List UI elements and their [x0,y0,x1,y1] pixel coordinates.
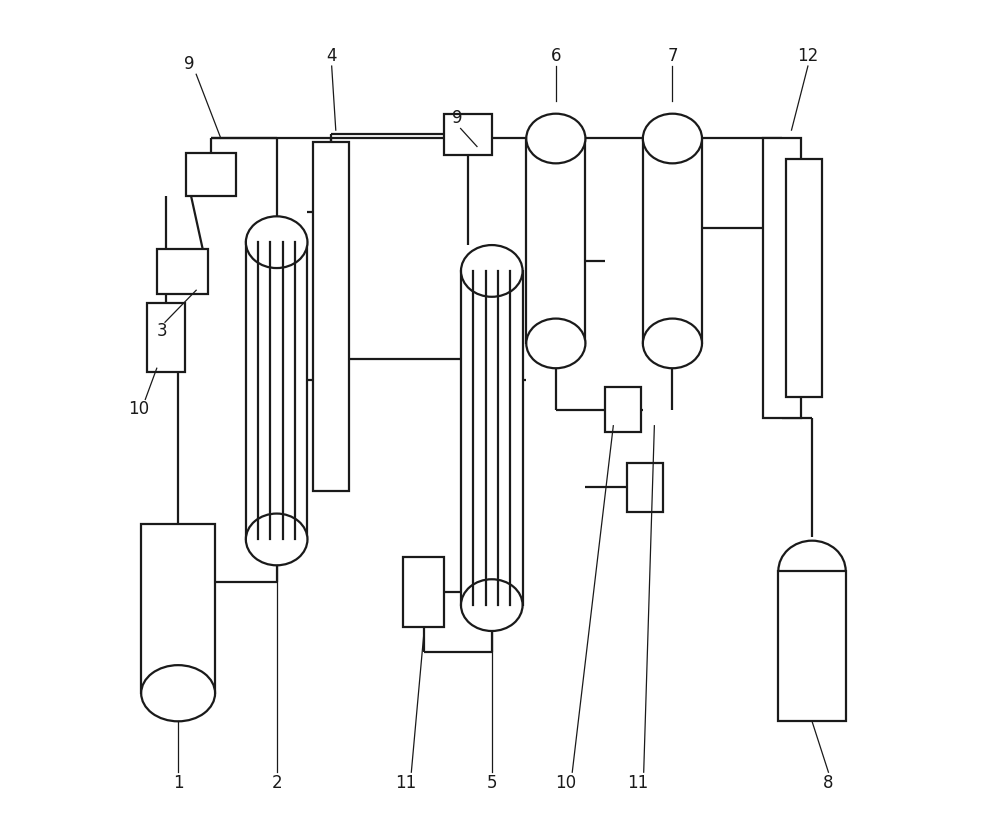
Bar [141,524,215,693]
Text: 6: 6 [551,48,561,65]
Bar [147,302,185,372]
Bar [605,387,641,433]
Bar [643,139,702,343]
Text: 7: 7 [667,48,678,65]
Bar [786,159,822,397]
Text: 9: 9 [452,109,463,127]
Bar [461,271,523,605]
Text: 12: 12 [797,48,819,65]
Text: 3: 3 [156,322,167,341]
Ellipse shape [246,216,307,268]
Text: 4: 4 [326,48,337,65]
Text: 5: 5 [487,774,497,792]
Ellipse shape [643,319,702,368]
Ellipse shape [246,514,307,565]
Text: 9: 9 [184,55,195,73]
Bar [763,139,801,418]
Ellipse shape [526,319,585,368]
Text: 10: 10 [555,774,576,792]
Ellipse shape [461,245,523,296]
Bar [313,143,349,492]
Bar [403,557,444,627]
Ellipse shape [461,579,523,631]
Text: 2: 2 [271,774,282,792]
Bar [526,139,585,343]
Text: 11: 11 [395,774,416,792]
Text: 8: 8 [823,774,834,792]
Bar [627,463,663,512]
Bar [246,242,307,539]
Text: 10: 10 [128,400,149,418]
Ellipse shape [141,665,215,721]
Ellipse shape [526,114,585,164]
Ellipse shape [643,114,702,164]
Bar [157,249,208,294]
Text: 11: 11 [627,774,649,792]
Bar [186,153,236,195]
Bar [444,114,492,154]
Text: 1: 1 [173,774,183,792]
Bar [778,571,846,721]
